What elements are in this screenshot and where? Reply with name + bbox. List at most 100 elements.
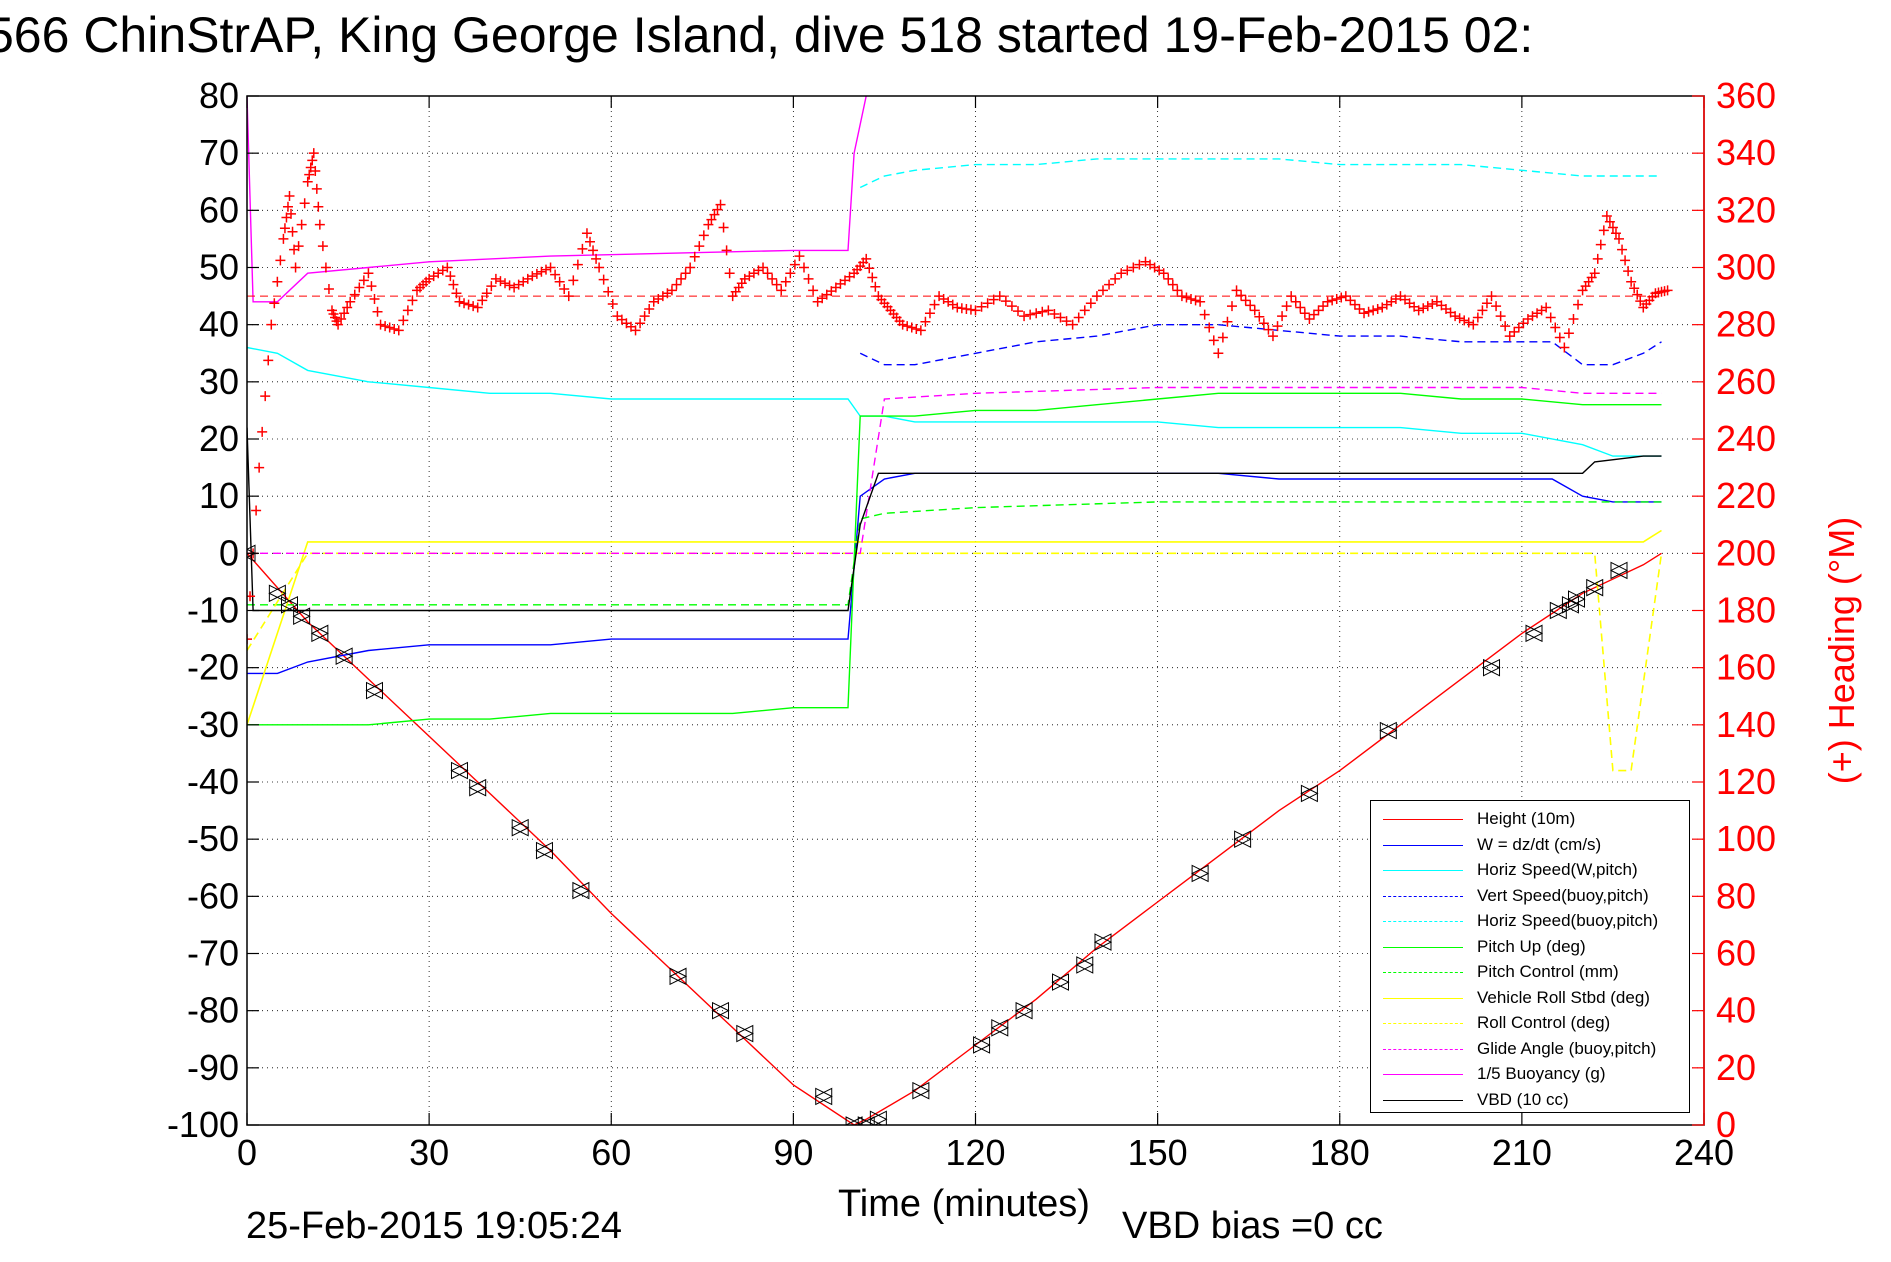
- y-tick-label: 40: [199, 304, 239, 345]
- heading-point: [1563, 328, 1574, 339]
- dive-marker: [1300, 784, 1319, 803]
- heading-point: [1254, 311, 1265, 322]
- heading-point: [607, 298, 618, 309]
- heading-point: [1354, 303, 1365, 314]
- heading-point: [1236, 290, 1247, 301]
- dive-marker: [535, 841, 554, 860]
- dive-marker: [1191, 864, 1210, 883]
- heading-point: [342, 302, 353, 313]
- legend-swatch: [1383, 1099, 1463, 1101]
- heading-point: [1258, 318, 1269, 329]
- heading-point: [459, 298, 470, 309]
- legend-item: W = dz/dt (cm/s): [1371, 833, 1689, 858]
- y2-tick-label: 80: [1716, 875, 1756, 916]
- y-tick-label: 20: [199, 418, 239, 459]
- dive-marker: [1609, 561, 1629, 580]
- heading-point: [1617, 244, 1628, 255]
- heading-point: [1607, 222, 1618, 233]
- heading-point: [1427, 298, 1438, 309]
- heading-point: [1635, 296, 1646, 307]
- heading-point: [1614, 233, 1625, 244]
- heading-point: [380, 321, 391, 332]
- y2-tick-label: 280: [1716, 304, 1776, 345]
- y-tick-label: 30: [199, 361, 239, 402]
- heading-point: [1629, 283, 1640, 294]
- legend-item: Pitch Control (mm): [1371, 960, 1689, 985]
- heading-point: [771, 279, 782, 290]
- heading-point: [762, 268, 773, 279]
- y2-tick-label: 160: [1716, 647, 1776, 688]
- dive-marker: [1051, 973, 1070, 991]
- dive-marker: [1482, 658, 1501, 677]
- heading-point: [630, 325, 641, 336]
- heading-point: [477, 295, 488, 306]
- heading-point: [724, 268, 735, 279]
- heading-point: [776, 285, 787, 296]
- heading-point: [307, 155, 318, 166]
- legend-swatch: [1383, 1074, 1463, 1075]
- heading-point: [1037, 306, 1048, 317]
- heading-point: [1231, 285, 1242, 296]
- heading-point: [666, 285, 677, 296]
- series-1-5-buoyancy-g: [247, 96, 867, 303]
- heading-point: [1598, 225, 1609, 236]
- legend-item: Vehicle Roll Stbd (deg): [1371, 986, 1689, 1011]
- legend-item: Vert Speed(buoy,pitch): [1371, 884, 1689, 909]
- heading-point: [1610, 228, 1621, 239]
- heading-point: [1213, 348, 1224, 359]
- legend-label: Pitch Control (mm): [1477, 962, 1619, 981]
- heading-point: [500, 278, 511, 289]
- heading-point: [531, 268, 542, 279]
- heading-point: [1240, 295, 1251, 306]
- y-axis-right: 3603403203002802602402202001801601401201…: [1692, 75, 1862, 1145]
- x-tick-label: 120: [945, 1132, 1005, 1173]
- heading-point: [1336, 292, 1347, 303]
- dive-marker: [1014, 1001, 1034, 1020]
- heading-point: [254, 462, 265, 473]
- legend-label: Pitch Up (deg): [1477, 936, 1586, 956]
- heading-point: [671, 279, 682, 290]
- y2-tick-label: 300: [1716, 247, 1776, 288]
- heading-point: [644, 303, 655, 314]
- heading-point: [676, 273, 687, 284]
- heading-point: [709, 209, 720, 220]
- heading-point: [1509, 326, 1520, 337]
- heading-point: [1422, 301, 1433, 312]
- heading-point: [293, 241, 304, 252]
- heading-point: [448, 279, 459, 290]
- x-tick-label: 240: [1674, 1132, 1734, 1173]
- x-tick-label: 210: [1492, 1132, 1552, 1173]
- y-axis-left: 80 70 60 50 40 30 20 10 0 -10 -20 -30 -40 -50 -60 -70 -8…: [167, 75, 259, 1145]
- series-height-10m: [247, 552, 1662, 1125]
- heading-point: [279, 223, 290, 234]
- dive-marker: [1233, 830, 1252, 848]
- heading-point: [354, 282, 365, 293]
- dive-marker: [911, 1081, 930, 1100]
- heading-point: [1568, 313, 1579, 324]
- heading-point: [1163, 273, 1174, 284]
- heading-point: [545, 262, 556, 273]
- heading-point: [1468, 319, 1479, 330]
- y-tick-label: -60: [187, 875, 239, 916]
- heading-point: [308, 148, 319, 159]
- heading-point: [313, 201, 324, 212]
- heading-point: [402, 305, 413, 316]
- x-tick-label: 60: [591, 1132, 631, 1173]
- y2-tick-label: 60: [1716, 933, 1756, 974]
- heading-point: [445, 271, 456, 282]
- heading-point: [1550, 322, 1561, 333]
- legend-label: Vehicle Roll Stbd (deg): [1477, 987, 1650, 1007]
- dive-marker: [735, 1024, 754, 1043]
- x-tick-label: 30: [409, 1132, 449, 1173]
- heading-point: [721, 245, 732, 256]
- heading-point: [1322, 296, 1333, 307]
- y-tick-label: -40: [187, 761, 239, 802]
- y-tick-label: -90: [187, 1047, 239, 1088]
- heading-point: [527, 271, 538, 282]
- heading-point: [1313, 305, 1324, 316]
- dive-marker: [335, 647, 354, 666]
- heading-point: [1573, 299, 1584, 310]
- y2-tick-label: 180: [1716, 590, 1776, 631]
- dive-marker: [1075, 956, 1094, 974]
- series-horiz-speed-w-pitch: [247, 346, 1662, 457]
